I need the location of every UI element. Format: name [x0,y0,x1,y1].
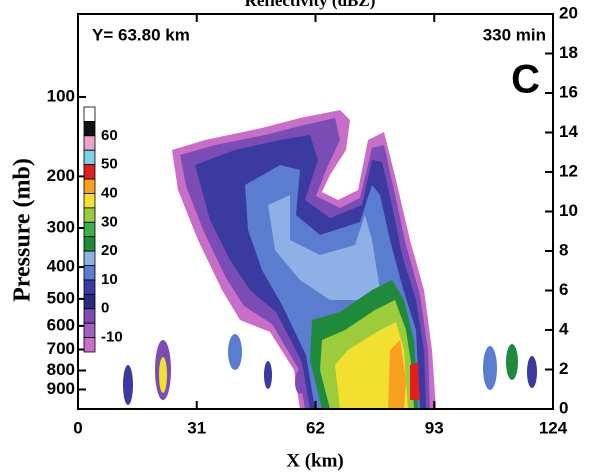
colorbar-swatch [83,178,96,194]
x-axis-label: X (km) [286,450,344,471]
contour [159,357,167,393]
x-tick-label: 0 [73,418,82,437]
contour [268,195,380,300]
colorbar-swatch [83,221,96,238]
colorbar-swatch [83,164,96,180]
colorbar-label: 30 [101,213,118,230]
colorbar-label: 40 [101,184,118,201]
contour [483,346,497,390]
contour [295,370,305,394]
y-tick-label: 700 [47,339,75,358]
colorbar-label: 0 [101,300,109,317]
y-tick-label: 200 [47,166,75,185]
colorbar-swatch [83,308,96,324]
contour [264,361,272,389]
y-tick-label: 100 [47,86,75,105]
y2-tick-label: 8 [559,240,568,259]
y2-tick-label: 16 [559,82,578,101]
colorbar-swatch [83,293,96,310]
x-tick-label: 62 [306,418,325,437]
colorbar-label: 20 [101,242,118,259]
contour [410,362,420,400]
y2-tick-label: 2 [559,359,568,378]
contour-field [123,110,537,409]
colorbar-swatch [83,279,96,295]
colorbar-swatch [83,207,96,223]
contour [228,334,242,370]
x-tick-label: 124 [539,418,568,437]
colorbar-swatch [83,193,96,209]
contour [388,340,406,409]
y-tick-label: 600 [47,315,75,334]
y2-tick-label: 10 [559,201,578,220]
y-tick-label: 800 [47,360,75,379]
y2-tick-label: 4 [559,319,569,338]
colorbar-swatch [83,236,96,252]
y2-tick-label: 18 [559,43,578,62]
colorbar-swatch [83,250,96,266]
y-tick-label: 900 [47,379,75,398]
y2-tick-label: 20 [559,3,578,22]
y2-tick-label: 6 [559,280,568,299]
contour [506,344,518,380]
colorbar-swatch [83,106,96,122]
y2-tick-label: 14 [559,122,578,141]
colorbar-label: -10 [101,329,123,346]
colorbar-swatch [83,121,96,137]
annotation: Y= 63.80 km [92,25,190,44]
colorbar-swatch [83,337,96,353]
y-tick-label: 500 [47,288,75,307]
chart-title: Reflectivity (dBZ) [245,0,376,10]
colorbar-swatch [83,265,96,281]
y-tick-label: 400 [47,257,75,276]
panel-label: C [511,58,540,102]
annotation: 330 min [483,25,546,44]
colorbar-swatch [83,322,96,338]
contour [527,356,537,388]
y-axis-label: Pressure (mb) [10,158,36,302]
colorbar-swatch [83,135,96,151]
colorbar-label: 50 [101,156,118,173]
contour [123,365,133,405]
y2-tick-label: 0 [559,398,568,417]
x-tick-label: 31 [187,418,206,437]
colorbar-label: 60 [101,127,118,144]
x-tick-label: 93 [425,418,444,437]
y2-tick-label: 12 [559,161,578,180]
colorbar-label: 10 [101,271,118,288]
colorbar-swatch [83,149,96,166]
y-tick-label: 300 [47,217,75,236]
